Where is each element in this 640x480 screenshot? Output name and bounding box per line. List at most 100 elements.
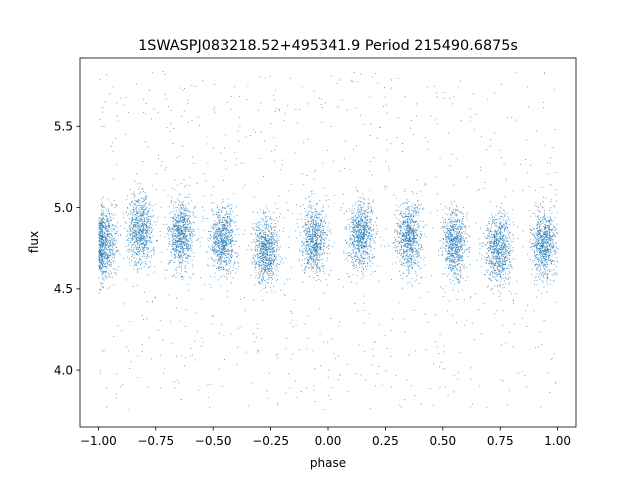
data-point xyxy=(548,221,550,223)
data-point xyxy=(363,231,365,233)
data-point xyxy=(405,233,407,235)
data-point xyxy=(458,260,460,261)
data-point xyxy=(475,113,477,115)
data-point xyxy=(384,87,385,89)
data-point xyxy=(143,266,145,267)
data-point xyxy=(134,241,136,243)
data-point xyxy=(360,254,362,256)
data-point xyxy=(183,186,185,188)
data-point xyxy=(175,226,177,228)
data-point xyxy=(349,242,351,244)
data-point xyxy=(98,251,100,252)
data-point xyxy=(358,251,360,253)
data-point xyxy=(135,200,137,202)
data-point xyxy=(102,250,104,252)
data-point xyxy=(102,283,104,284)
data-point xyxy=(109,220,111,222)
data-point xyxy=(479,243,481,244)
data-point xyxy=(454,241,456,242)
data-point xyxy=(216,249,217,250)
data-point xyxy=(369,135,371,136)
data-point xyxy=(119,254,121,256)
data-point xyxy=(423,227,424,228)
data-point xyxy=(144,245,145,247)
data-point xyxy=(533,235,535,237)
data-point xyxy=(449,246,450,248)
data-point xyxy=(530,239,532,240)
data-point xyxy=(102,278,104,280)
data-point xyxy=(110,270,111,272)
data-point xyxy=(414,262,416,263)
data-point xyxy=(265,268,267,270)
data-point xyxy=(540,224,542,226)
data-point xyxy=(129,242,131,243)
data-point xyxy=(546,246,547,248)
data-point xyxy=(306,231,308,233)
data-point xyxy=(347,255,349,257)
data-point xyxy=(322,243,324,245)
data-point xyxy=(464,241,466,243)
data-point xyxy=(219,333,220,334)
data-point xyxy=(306,224,307,226)
data-point xyxy=(536,206,538,207)
data-point xyxy=(146,222,147,224)
data-point xyxy=(210,194,212,196)
data-point xyxy=(551,261,553,262)
data-point xyxy=(298,258,300,260)
data-point xyxy=(217,221,218,223)
data-point xyxy=(414,204,416,205)
data-point xyxy=(358,232,359,234)
data-point xyxy=(396,204,397,206)
data-point xyxy=(278,247,279,249)
data-point xyxy=(305,246,307,248)
data-point xyxy=(452,212,453,214)
data-point xyxy=(445,237,447,238)
data-point xyxy=(456,210,457,212)
data-point xyxy=(263,264,265,265)
data-point xyxy=(257,323,258,325)
data-point xyxy=(101,254,103,256)
data-point xyxy=(456,251,458,253)
data-point xyxy=(390,386,392,388)
data-point xyxy=(317,262,319,264)
data-point xyxy=(555,172,557,173)
data-point xyxy=(372,271,374,273)
data-point xyxy=(327,229,329,231)
data-point xyxy=(417,262,419,263)
data-point xyxy=(449,231,451,233)
data-point xyxy=(226,249,228,251)
data-point xyxy=(308,259,310,260)
data-point xyxy=(313,254,315,256)
data-point xyxy=(141,237,143,239)
data-point xyxy=(478,309,480,310)
data-point xyxy=(401,242,403,243)
data-point xyxy=(175,210,177,211)
data-point xyxy=(445,250,447,252)
data-point xyxy=(446,236,448,238)
data-point xyxy=(315,258,317,259)
data-point xyxy=(177,249,179,251)
data-point xyxy=(364,240,366,242)
data-point xyxy=(132,231,134,233)
data-point xyxy=(99,118,101,120)
data-point xyxy=(230,272,232,274)
data-point xyxy=(254,260,256,262)
data-point xyxy=(115,397,117,399)
data-point xyxy=(459,227,461,228)
data-point xyxy=(227,271,229,272)
data-point xyxy=(136,242,138,244)
data-point xyxy=(136,237,138,239)
data-point xyxy=(112,86,114,88)
data-point xyxy=(270,251,272,253)
data-point xyxy=(460,238,461,239)
data-point xyxy=(492,251,494,253)
data-point xyxy=(406,235,407,237)
data-point xyxy=(272,241,274,243)
data-point xyxy=(363,234,365,236)
data-point xyxy=(367,263,369,265)
data-point xyxy=(316,240,318,242)
data-point xyxy=(156,221,158,222)
data-point xyxy=(363,237,365,239)
data-point xyxy=(505,256,506,257)
data-point xyxy=(140,222,142,224)
